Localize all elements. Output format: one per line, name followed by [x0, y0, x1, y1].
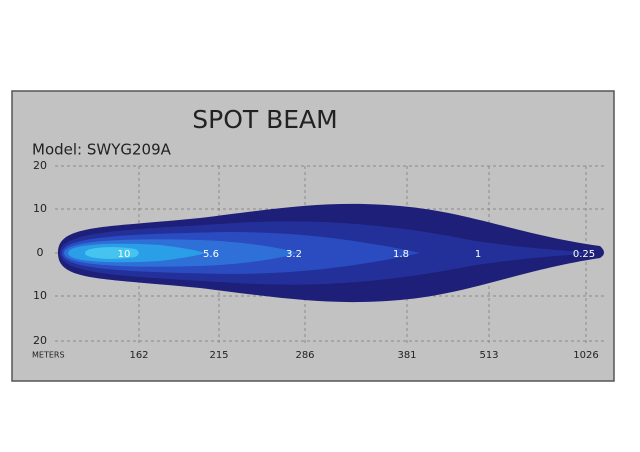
y-label: 20: [33, 334, 47, 347]
y-label: 0: [37, 246, 44, 259]
lux-label: 5.6: [203, 249, 219, 260]
y-label: 20: [33, 159, 47, 172]
x-label: 381: [397, 350, 416, 361]
x-label: 215: [209, 350, 228, 361]
beam-zone: [85, 247, 139, 259]
lux-label: 3.2: [286, 249, 302, 260]
labels: 20 10 0 10 20 162 215 286 381 513 1026 10 5.6 3.2 1.8 1…: [33, 159, 599, 361]
x-unit: METERS: [32, 351, 65, 360]
x-label: 286: [295, 350, 314, 361]
title: SPOT BEAM: [192, 105, 337, 134]
y-label: 10: [33, 289, 47, 302]
lux-label: 1: [475, 249, 481, 260]
model: Model: SWYG209A: [32, 141, 172, 159]
y-label: 10: [33, 202, 47, 215]
lux-label: 0.25: [573, 249, 595, 260]
beam: [58, 203, 604, 303]
x-label: 513: [479, 350, 498, 361]
lux-label: 10: [118, 249, 131, 260]
x-label: 162: [129, 350, 148, 361]
lux-label: 1.8: [393, 249, 409, 260]
x-label: 1026: [573, 350, 598, 361]
